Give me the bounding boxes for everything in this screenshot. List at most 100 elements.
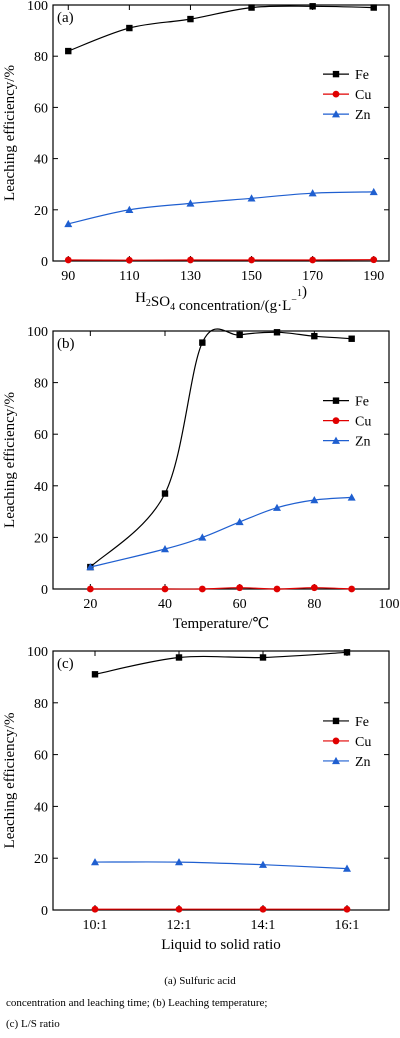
panel-label: (c)	[57, 656, 74, 672]
legend-label-zn: Zn	[355, 108, 371, 123]
x-tick-label: 20	[83, 597, 97, 612]
legend-marker-zn	[332, 436, 340, 444]
data-point-fe	[65, 47, 72, 55]
figure-panels: 0 20 40 60 80 100 90 110 130 150 170 190 H2SO4 conce…	[2, 0, 400, 953]
data-point-cu	[248, 256, 255, 264]
plot-frame	[52, 650, 390, 911]
x-tick-label: 10:1	[83, 918, 108, 933]
series-line-zn	[68, 191, 374, 225]
caption-line-2: concentration and leaching time; (b) Lea…	[6, 997, 268, 1009]
data-point-cu	[86, 585, 94, 593]
data-point-zn	[259, 860, 267, 868]
legend-marker-fe	[332, 70, 340, 78]
x-tick-label: 16:1	[335, 918, 360, 933]
y-tick-label: 60	[34, 428, 48, 443]
y-tick-label: 100	[27, 645, 48, 660]
x-tick-label: 190	[363, 269, 384, 284]
y-tick-label: 100	[27, 0, 48, 14]
data-point-cu	[64, 256, 72, 264]
data-point-cu	[91, 905, 99, 913]
y-tick-label: 40	[34, 800, 48, 815]
y-tick-label: 100	[27, 325, 48, 340]
data-point-cu	[273, 585, 281, 593]
data-point-cu	[236, 584, 244, 592]
caption-line-1: (a) Sulfuric acid	[164, 975, 236, 987]
data-point-fe	[161, 490, 169, 497]
data-point-cu	[125, 256, 133, 264]
chart-panel-c: 0 20 40 60 80 100 10:1 12:1 14:1 16:1 Liquid to so…	[2, 645, 390, 953]
legend-marker-cu	[332, 417, 340, 425]
x-tick-label: 40	[158, 597, 172, 612]
data-point-fe	[259, 654, 267, 661]
panel-label: (b)	[57, 336, 75, 352]
y-axis-title: Leaching efficiency/%	[2, 65, 18, 201]
y-tick-label: 60	[34, 749, 48, 764]
data-point-cu	[370, 256, 378, 264]
data-point-zn	[86, 563, 95, 571]
legend-marker-cu	[332, 90, 340, 98]
data-point-zn	[198, 533, 207, 541]
y-tick-label: 80	[34, 50, 48, 65]
legend-marker-zn	[332, 756, 340, 765]
y-tick-label: 40	[34, 480, 48, 495]
data-point-zn	[91, 858, 99, 866]
data-point-zn	[247, 194, 256, 202]
data-point-fe	[273, 329, 281, 336]
x-tick-label: 90	[61, 269, 75, 284]
panel-label: (a)	[57, 10, 74, 26]
data-point-fe	[348, 335, 355, 342]
data-point-zn	[161, 545, 169, 553]
data-point-cu	[175, 905, 183, 913]
y-tick-label: 60	[34, 101, 48, 116]
data-point-zn	[175, 858, 183, 866]
data-point-zn	[369, 187, 378, 196]
data-point-fe	[311, 332, 318, 340]
series-line-fe	[89, 328, 352, 568]
legend-label-fe: Fe	[355, 395, 369, 410]
legend-label-fe: Fe	[355, 68, 369, 83]
y-tick-label: 80	[34, 377, 48, 392]
data-point-fe	[175, 654, 183, 661]
legend-marker-fe	[332, 397, 340, 404]
x-tick-label: 80	[307, 597, 321, 612]
data-point-zn	[308, 189, 317, 197]
data-point-cu	[259, 905, 267, 913]
legend-label-fe: Fe	[355, 715, 369, 730]
data-point-cu	[309, 256, 317, 264]
x-tick-label: 12:1	[167, 918, 192, 933]
legend-label-cu: Cu	[355, 88, 371, 103]
legend-marker-cu	[332, 737, 340, 745]
data-point-cu	[198, 585, 206, 593]
legend-label-cu: Cu	[355, 415, 371, 430]
y-tick-label: 20	[34, 531, 48, 546]
data-point-fe	[236, 331, 243, 339]
data-point-zn	[125, 205, 134, 213]
y-tick-label: 80	[34, 697, 48, 712]
series-line-cu	[68, 259, 374, 261]
data-point-fe	[187, 15, 194, 23]
data-point-cu	[348, 585, 356, 593]
series-line-fe	[94, 651, 348, 675]
x-tick-label: 60	[233, 597, 247, 612]
x-axis-title: H2SO4 concentration/(g·L−1)	[135, 284, 307, 314]
legend-marker-fe	[332, 717, 340, 725]
legend-marker-zn	[332, 110, 340, 118]
legend-label-zn: Zn	[355, 435, 371, 450]
series-line-zn	[90, 496, 352, 568]
series-line-zn	[94, 861, 348, 870]
x-tick-label: 150	[241, 269, 262, 284]
data-point-zn	[186, 199, 195, 207]
data-point-zn	[347, 493, 356, 501]
chart-panel-a: 0 20 40 60 80 100 90 110 130 150 170 190 H2SO4 conce…	[2, 0, 390, 314]
data-point-fe	[91, 671, 99, 678]
data-point-cu	[343, 905, 351, 913]
x-tick-label: 170	[302, 269, 323, 284]
y-axis-title: Leaching efficiency/%	[2, 392, 18, 528]
data-point-fe	[309, 3, 316, 10]
data-point-fe	[199, 339, 206, 346]
legend-label-zn: Zn	[355, 755, 371, 770]
data-point-fe	[126, 24, 133, 32]
y-tick-label: 40	[34, 153, 48, 168]
data-point-zn	[310, 495, 319, 504]
x-tick-label: 130	[180, 269, 201, 284]
